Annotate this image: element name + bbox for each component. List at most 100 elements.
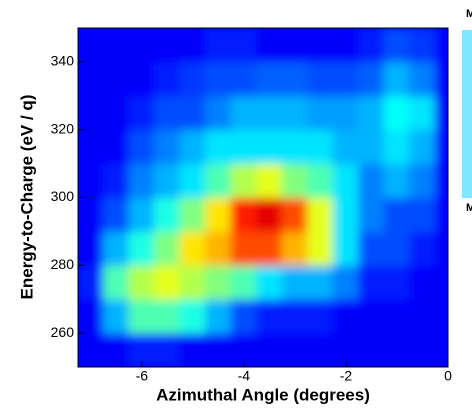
heatmap-cell	[307, 332, 334, 367]
heatmap-cell	[281, 230, 309, 266]
heatmap-cell	[103, 28, 130, 63]
x-axis-label: Azimuthal Angle (degrees)	[156, 385, 370, 404]
heatmap-cell	[230, 264, 258, 300]
heatmap-cell	[409, 197, 436, 232]
heatmap-cell	[409, 264, 436, 300]
heatmap-cell	[205, 298, 232, 334]
heatmap-cell	[128, 28, 156, 63]
heatmap-cell	[358, 197, 385, 232]
heatmap-cell	[128, 129, 156, 165]
x-tick-label: -6	[136, 368, 149, 384]
heatmap-cell	[179, 197, 207, 232]
heatmap-cell	[179, 163, 207, 198]
heatmap-cell	[154, 298, 181, 334]
heatmap-cell	[128, 95, 156, 131]
heatmap-cell	[281, 332, 309, 367]
heatmap-cell	[154, 163, 181, 198]
heatmap-cell	[281, 28, 309, 63]
heatmap-cell	[205, 28, 232, 63]
heatmap-cell	[307, 95, 334, 131]
heatmap-cell	[281, 298, 309, 334]
heatmap-cell	[154, 95, 181, 131]
heatmap-cell	[434, 95, 448, 131]
heatmap-cell	[256, 61, 283, 97]
heatmap-cell	[154, 129, 181, 165]
x-tick-label: -4	[238, 368, 251, 384]
heatmap-cell	[332, 129, 360, 165]
heatmap-cell	[434, 264, 448, 300]
heatmap-cell	[281, 61, 309, 97]
x-tick-label: -2	[340, 368, 353, 384]
heatmap-cell	[409, 61, 436, 97]
heatmap-cell	[128, 230, 156, 266]
plot-frame	[77, 27, 449, 368]
heatmap-cell	[128, 298, 156, 334]
heatmap-cell	[103, 61, 130, 97]
heatmap-cell	[383, 28, 411, 63]
heatmap-cell	[307, 298, 334, 334]
heatmap-cell	[434, 197, 448, 232]
heatmap-cell	[179, 129, 207, 165]
heatmap-cell	[78, 332, 105, 367]
heatmap-cell	[179, 298, 207, 334]
heatmap-cell	[434, 129, 448, 165]
heatmap-cell	[409, 332, 436, 367]
heatmap-cell	[256, 129, 283, 165]
heatmap-cell	[307, 28, 334, 63]
heatmap-cell	[205, 129, 232, 165]
heatmap-cell	[78, 230, 105, 266]
y-tick-label: 300	[51, 188, 75, 204]
heatmap-cell	[78, 197, 105, 232]
heatmap-cell	[205, 95, 232, 131]
heatmap-cell	[383, 197, 411, 232]
y-tick-label: 340	[51, 53, 75, 69]
heatmap-cell	[128, 197, 156, 232]
heatmap-cell	[78, 264, 105, 300]
heatmap-cell	[332, 95, 360, 131]
heatmap-cell	[358, 61, 385, 97]
heatmap-cell	[383, 298, 411, 334]
heatmap-cell	[205, 197, 232, 232]
heatmap-cell	[179, 61, 207, 97]
colorbar-min-label: M	[466, 202, 472, 214]
heatmap-cell	[332, 197, 360, 232]
heatmap-cell	[103, 298, 130, 334]
heatmap-cell	[179, 95, 207, 131]
heatmap-cell	[179, 230, 207, 266]
heatmap-cell	[434, 61, 448, 97]
heatmap-cell	[434, 163, 448, 198]
heatmap-cell	[78, 28, 105, 63]
heatmap-cell	[205, 230, 232, 266]
heatmap-cell	[383, 332, 411, 367]
heatmap-cell	[154, 332, 181, 367]
heatmap-cell	[205, 332, 232, 367]
heatmap-cell	[154, 61, 181, 97]
heatmap-cell	[434, 230, 448, 266]
y-tick-label: 260	[51, 324, 75, 340]
heatmap-cell	[358, 28, 385, 63]
y-tick-label: 320	[51, 120, 75, 136]
heatmap-cell	[332, 230, 360, 266]
heatmap-cell	[307, 61, 334, 97]
heatmap-cell	[154, 230, 181, 266]
heatmap-cell	[409, 95, 436, 131]
heatmap-cell	[230, 61, 258, 97]
heatmap-cell	[358, 163, 385, 198]
heatmap-cell	[256, 163, 283, 198]
heatmap-cell	[358, 332, 385, 367]
heatmap-cell	[103, 230, 130, 266]
axes: -6 -4 -2 0 260 280 300 320 340	[51, 53, 452, 384]
heatmap-cell	[230, 163, 258, 198]
heatmap-cell	[409, 230, 436, 266]
heatmap-cell	[281, 163, 309, 198]
heatmap-cell	[103, 163, 130, 198]
heatmap-cell	[307, 264, 334, 300]
heatmap-cell	[103, 264, 130, 300]
heatmap-cell	[256, 230, 283, 266]
heatmap-cell	[103, 332, 130, 367]
heatmap-cell	[230, 298, 258, 334]
heatmap-cell	[409, 298, 436, 334]
heatmap-cell	[332, 163, 360, 198]
heatmap-cell	[332, 28, 360, 63]
